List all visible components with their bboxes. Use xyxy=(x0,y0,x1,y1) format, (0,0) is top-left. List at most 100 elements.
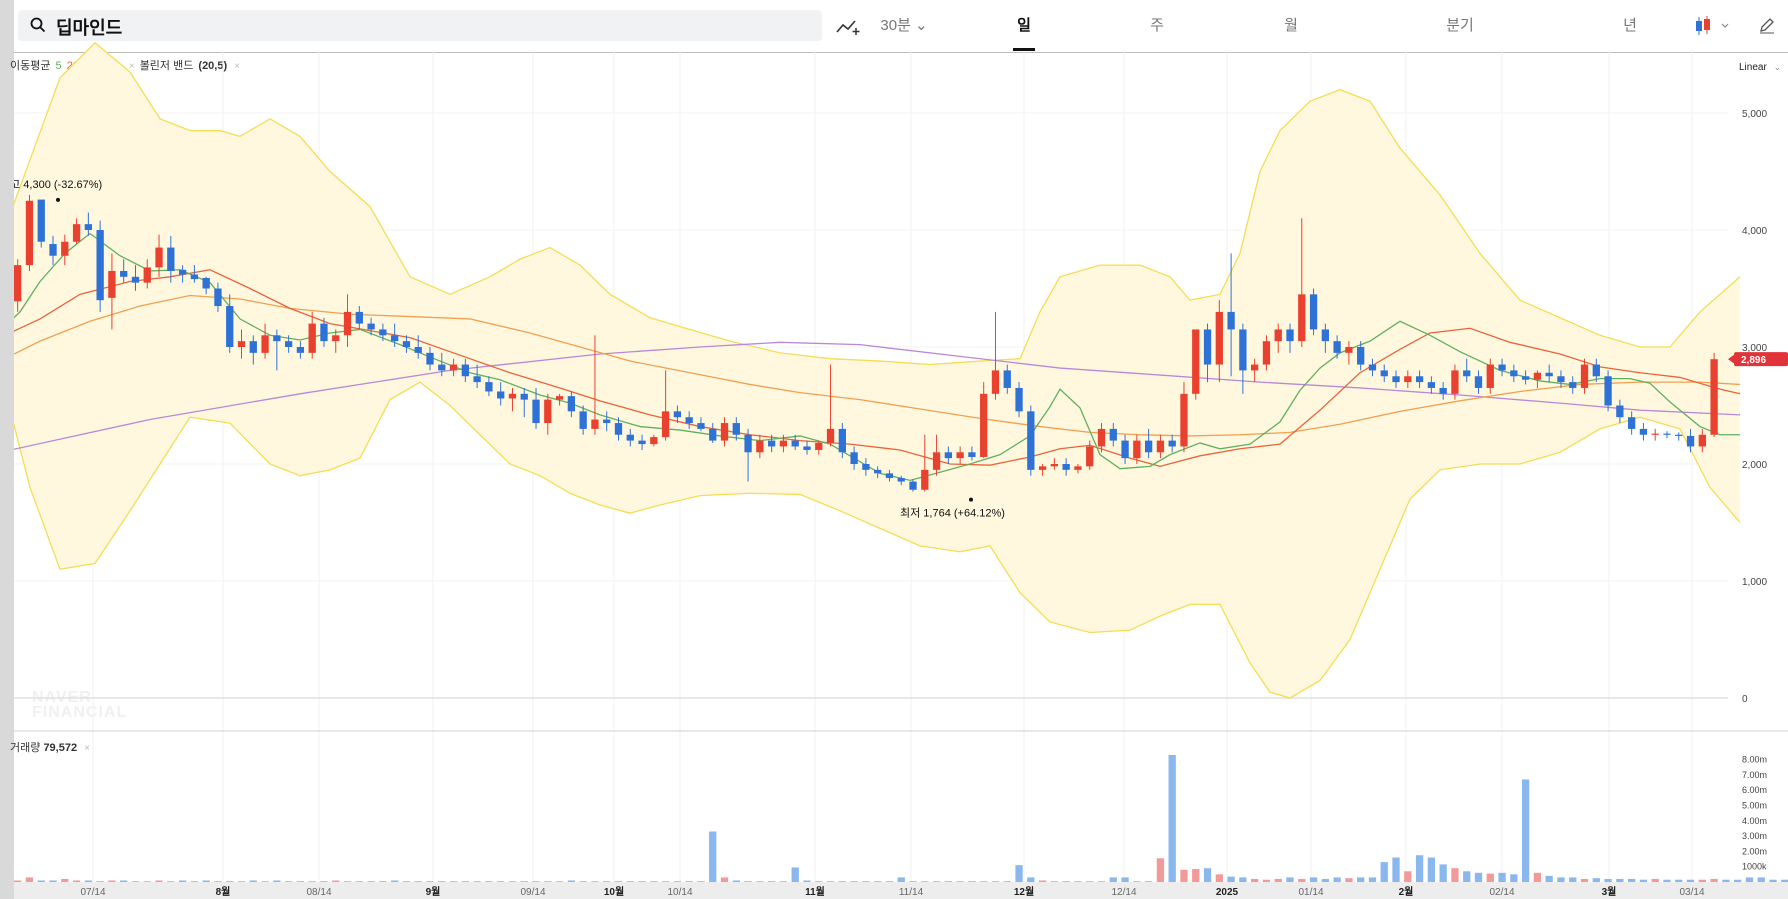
search-input[interactable]: 딥마인드 xyxy=(18,10,822,41)
volume-tick-label: 5.00m xyxy=(1742,800,1767,810)
volume-bar xyxy=(1298,878,1306,882)
tab-period-3[interactable]: 월 xyxy=(1284,17,1298,34)
volume-bar xyxy=(1545,875,1553,882)
candle-body xyxy=(603,419,611,424)
candle-body xyxy=(1557,376,1565,383)
volume-bar xyxy=(367,881,375,882)
tab-period-0[interactable]: 30분 ⌄ xyxy=(880,17,928,34)
candle-body xyxy=(1227,311,1235,330)
volume-bar xyxy=(1333,877,1341,882)
volume-bar xyxy=(379,881,387,882)
candle-body xyxy=(932,452,941,470)
x-tick-label: 11월 xyxy=(805,886,825,898)
candle-body xyxy=(249,341,257,353)
volume-bar xyxy=(591,881,599,882)
candle-body xyxy=(449,364,458,371)
volume-bar xyxy=(355,881,363,882)
indicator-add-icon[interactable] xyxy=(836,16,862,36)
volume-bar xyxy=(1050,881,1059,882)
volume-bar xyxy=(1215,874,1223,882)
candle-body xyxy=(343,311,352,336)
volume-bar xyxy=(1239,877,1247,882)
volume-bar xyxy=(932,881,941,882)
volume-bar xyxy=(874,881,882,882)
candle-body xyxy=(567,396,576,412)
tab-period-2[interactable]: 주 xyxy=(1150,17,1164,34)
volume-bar xyxy=(1286,877,1294,882)
volume-bar xyxy=(968,881,976,882)
candle-body xyxy=(673,411,682,418)
x-tick-label: 07/14 xyxy=(80,887,105,898)
volume-bar xyxy=(296,881,305,882)
candle-body xyxy=(709,428,717,441)
candle-body xyxy=(767,440,776,447)
ma-legend-label: 이동평균 xyxy=(10,60,51,72)
candle-body xyxy=(1109,428,1117,441)
candle-body xyxy=(1616,405,1624,418)
candle-body xyxy=(1239,329,1247,371)
volume-bar xyxy=(1309,877,1318,882)
volume-bar xyxy=(1580,878,1589,882)
volume-bar xyxy=(1380,862,1388,882)
volume-bar xyxy=(626,881,634,882)
candle-body xyxy=(532,399,540,424)
toolbar: 딥마인드 30분 ⌄ 일 주 월 분기 년 xyxy=(14,0,1788,53)
high-annotation: 최고 4,300 (-32.67%) xyxy=(14,178,102,191)
price-chart[interactable]: 5,000 4,000 3,000 2,000 1,000 0 최고 4,300 (-32.… xyxy=(14,0,1788,899)
bollinger-lower-line xyxy=(14,381,1741,699)
candle-body xyxy=(1580,364,1589,388)
tab-period-5[interactable]: 년 xyxy=(1623,17,1637,34)
volume-bar xyxy=(343,881,352,882)
chart-frame: 딥마인드 30분 ⌄ 일 주 월 분기 년 이동평균 5 20 60 120 × 볼린저 … xyxy=(10,0,1788,899)
candle-body xyxy=(1286,329,1294,342)
candle-body xyxy=(1392,376,1400,383)
candle-body xyxy=(1003,370,1011,388)
tab-period-4[interactable]: 분기 xyxy=(1446,17,1474,34)
volume-bar xyxy=(1415,855,1424,882)
ma-close-icon[interactable]: × xyxy=(128,61,135,72)
volume-label: 거래량 xyxy=(10,742,41,754)
volume-bar xyxy=(202,880,210,882)
volume-bar xyxy=(438,881,446,882)
scale-mode-dropdown[interactable]: Linear ⌄ xyxy=(1739,62,1781,73)
volume-bar xyxy=(1180,869,1188,882)
volume-bar xyxy=(1734,879,1742,882)
candle-body xyxy=(1345,347,1353,353)
candle-body xyxy=(803,446,811,450)
candle-body xyxy=(1262,341,1271,365)
volume-bar xyxy=(756,881,764,882)
volume-bar xyxy=(1557,877,1565,882)
volume-bar xyxy=(1003,881,1011,882)
volume-bar xyxy=(237,881,246,882)
bb-close-icon[interactable]: × xyxy=(234,61,241,72)
last-price-pointer xyxy=(1728,354,1735,365)
last-price-label: 2,896 xyxy=(1741,355,1766,366)
candle-body xyxy=(850,452,858,464)
pencil-icon[interactable] xyxy=(1758,16,1776,34)
candlestick-type-icon[interactable] xyxy=(1694,15,1734,37)
candle-body xyxy=(685,417,693,424)
volume-bar xyxy=(1203,868,1212,882)
volume-bar xyxy=(214,881,222,882)
volume-bar xyxy=(96,881,104,882)
candle-body xyxy=(1121,440,1129,459)
candle-body xyxy=(355,311,363,324)
x-tick-label: 9월 xyxy=(426,886,441,898)
volume-bar xyxy=(1651,878,1659,882)
x-tick-label: 03/14 xyxy=(1679,887,1704,898)
candle-body xyxy=(296,347,305,353)
bb-legend-label: 볼린저 밴드 xyxy=(139,60,194,72)
candle-body xyxy=(379,329,387,336)
screen-edge xyxy=(0,0,14,899)
volume-bar xyxy=(520,881,528,882)
volume-bar xyxy=(61,878,69,882)
tab-period-1[interactable]: 일 xyxy=(1017,17,1031,34)
volume-close-icon[interactable]: × xyxy=(84,743,90,754)
candle-body xyxy=(1357,347,1365,365)
candle-body xyxy=(1097,428,1106,447)
ma20-line xyxy=(14,269,1741,468)
candle-body xyxy=(497,391,505,399)
candle-body xyxy=(473,376,481,383)
volume-bar xyxy=(1439,864,1447,882)
volume-bar xyxy=(1251,878,1259,882)
